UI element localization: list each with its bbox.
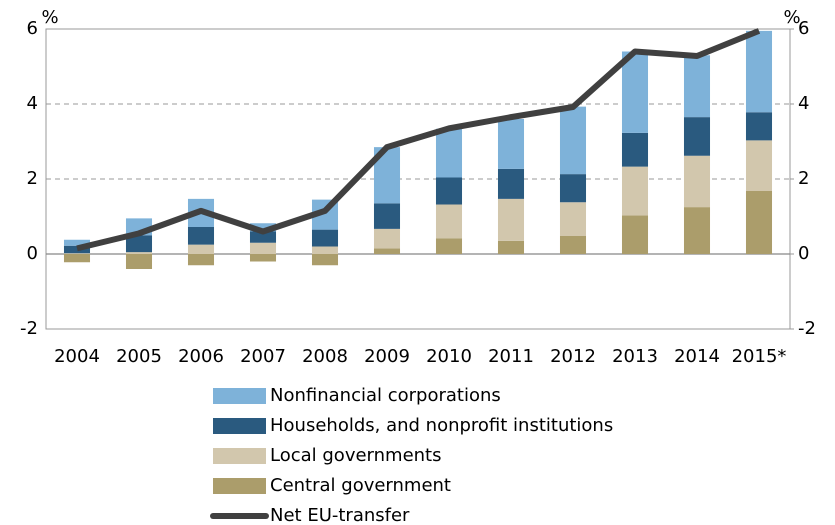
bar-segment <box>559 202 587 236</box>
bar-segment <box>745 112 773 141</box>
bar-segment <box>435 128 463 178</box>
bar-segment <box>373 248 401 254</box>
bar-segment <box>683 155 711 208</box>
y2-tick-label: 4 <box>798 93 809 114</box>
y-tick-label: 2 <box>27 168 38 189</box>
x-tick-label: 2015* <box>732 346 787 367</box>
line-series <box>76 28 761 252</box>
bar-segment <box>125 252 153 254</box>
legend-label: Local governments <box>270 445 441 466</box>
y-tick-label: 0 <box>27 243 38 264</box>
y-tick-label: 6 <box>27 18 38 39</box>
y2-tick-label: 0 <box>798 243 809 264</box>
bar-segment <box>621 51 649 133</box>
x-tick-label: 2006 <box>178 346 224 367</box>
y2-tick-label: 2 <box>798 168 809 189</box>
bar-segment <box>125 235 153 253</box>
x-tick-label: 2013 <box>612 346 658 367</box>
legend-label: Households, and nonprofit institutions <box>270 415 613 436</box>
bar-segment <box>435 204 463 239</box>
legend-label: Net EU-transfer <box>270 505 410 525</box>
bar-segment <box>249 242 277 254</box>
x-tick-label: 2011 <box>488 346 534 367</box>
y2-axis-label: % <box>783 7 800 28</box>
bar-segment <box>435 177 463 205</box>
bar-segment <box>683 55 711 118</box>
y-tick-label: -2 <box>20 318 38 339</box>
bar-segment <box>435 238 463 254</box>
legend-swatch <box>213 388 266 404</box>
bar-segment <box>559 106 587 175</box>
bar-segment <box>249 254 277 262</box>
bar-segment <box>683 207 711 254</box>
bar-segment <box>683 117 711 156</box>
x-tick-label: 2004 <box>54 346 100 367</box>
y2-tick-label: -2 <box>798 318 816 339</box>
x-tick-label: 2008 <box>302 346 348 367</box>
bar-segment <box>497 240 525 254</box>
x-tick-label: 2009 <box>364 346 410 367</box>
bar-segment <box>63 253 91 254</box>
legend-swatch <box>213 418 266 434</box>
x-tick-label: 2007 <box>240 346 286 367</box>
y2-tick-label: 6 <box>798 18 809 39</box>
x-tick-label: 2010 <box>426 346 472 367</box>
legend-label: Central government <box>270 475 451 496</box>
bar-segment <box>497 198 525 241</box>
bar-segment <box>63 239 91 246</box>
bar-segment <box>621 166 649 216</box>
y-axis-label: % <box>41 7 58 28</box>
bar-segment <box>311 254 339 266</box>
x-tick-label: 2012 <box>550 346 596 367</box>
legend-swatch <box>213 478 266 494</box>
bar-segment <box>745 191 773 254</box>
bar-segment <box>373 228 401 249</box>
bar-segment <box>621 132 649 167</box>
bar-segment <box>559 174 587 203</box>
legend-swatch <box>213 448 266 464</box>
bar-segment <box>621 215 649 254</box>
y-tick-label: 4 <box>27 93 38 114</box>
bar-segment <box>125 254 153 269</box>
bar-segment <box>311 229 339 247</box>
bar-segment <box>745 140 773 191</box>
bar-segment <box>311 246 339 254</box>
bar-segment <box>249 223 277 232</box>
x-tick-label: 2014 <box>674 346 720 367</box>
x-tick-label: 2005 <box>116 346 162 367</box>
legend-label: Nonfinancial corporations <box>270 385 501 406</box>
bar-segment <box>745 30 773 113</box>
bar-segment <box>249 231 277 243</box>
bar-segment <box>63 254 91 263</box>
bar-segment <box>187 244 215 254</box>
bar-segment <box>187 254 215 266</box>
bar-segment <box>63 245 91 254</box>
bar-segment <box>373 203 401 229</box>
bar-segment <box>187 227 215 245</box>
bar-segment <box>559 236 587 254</box>
bar-segment <box>497 119 525 169</box>
bar-segment <box>497 168 525 199</box>
